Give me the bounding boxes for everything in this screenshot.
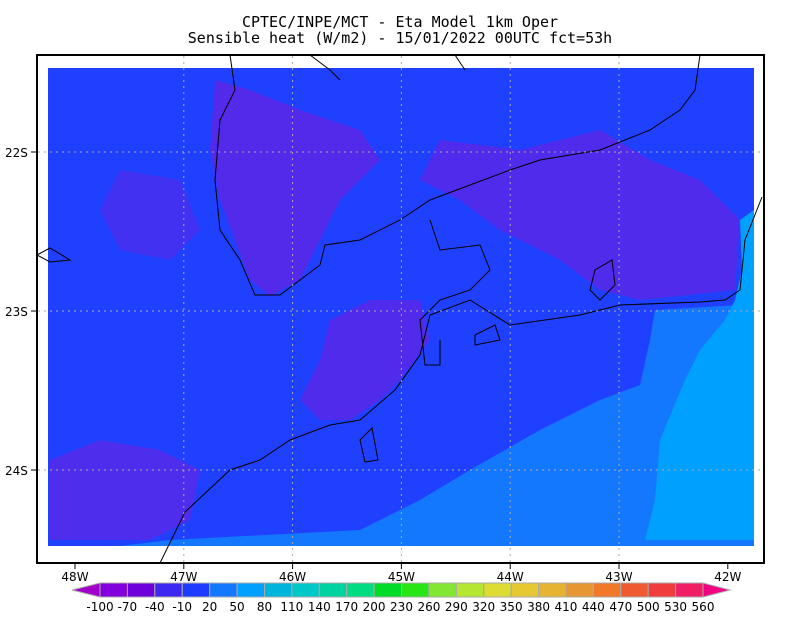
colorbar-box — [154, 582, 183, 598]
colorbar-box — [373, 582, 403, 598]
colorbar-box — [538, 582, 567, 598]
lat-label: 22S — [5, 146, 28, 160]
colorbar-label: 380 — [527, 600, 550, 614]
colorbar-label: -40 — [145, 600, 165, 614]
colorbar-label: 410 — [555, 600, 578, 614]
colorbar-label: 140 — [308, 600, 331, 614]
colorbar-label: 290 — [445, 600, 468, 614]
colorbar-box — [346, 582, 375, 598]
lon-label: 46W — [279, 570, 306, 584]
colorbar-box — [291, 582, 320, 598]
colorbar-box — [318, 582, 348, 598]
colorbar-label: 80 — [257, 600, 272, 614]
colorbar: -100 -70 -40 -10 20 50 80 110 140 170 200 230 260 290… — [71, 582, 732, 614]
colorbar-box — [428, 582, 457, 598]
colorbar-box — [483, 582, 512, 598]
colorbar-label: 230 — [390, 600, 413, 614]
ocean-band-far — [645, 210, 754, 540]
colorbar-box — [263, 582, 293, 598]
colorbar-label: -10 — [172, 600, 192, 614]
colorbar-label: -100 — [86, 600, 113, 614]
title-line-2: Sensible heat (W/m2) - 15/01/2022 00UTC … — [187, 29, 613, 47]
lon-label: 43W — [605, 570, 632, 584]
colorbar-high-triangle — [702, 582, 732, 598]
low-flux-area — [50, 440, 200, 540]
colorbar-label: 260 — [417, 600, 440, 614]
colorbar-box — [181, 582, 211, 598]
colorbar-label: 560 — [692, 600, 715, 614]
low-flux-area — [300, 300, 430, 420]
title-line-1: CPTEC/INPE/MCT - Eta Model 1km Oper — [241, 13, 559, 31]
colorbar-label: 110 — [280, 600, 303, 614]
colorbar-label: 170 — [335, 600, 358, 614]
colorbar-label: 530 — [664, 600, 687, 614]
colorbar-box — [455, 582, 485, 598]
colorbar-label: 440 — [582, 600, 605, 614]
colorbar-label: 470 — [609, 600, 632, 614]
lon-label: 45W — [388, 570, 415, 584]
coastline — [35, 54, 763, 564]
low-flux-area — [420, 130, 740, 300]
colorbar-box — [126, 582, 156, 598]
colorbar-label: 350 — [500, 600, 523, 614]
colorbar-label: 20 — [202, 600, 217, 614]
lon-label: 44W — [497, 570, 524, 584]
lon-label: 42W — [714, 570, 741, 584]
map-field — [48, 68, 754, 546]
colorbar-box — [647, 582, 677, 598]
colorbar-label: -70 — [118, 600, 138, 614]
ocean-band-near — [120, 300, 754, 546]
axis-ticks: 48W 47W 46W 45W 44W 43W 42W 22S 23S 24S — [5, 146, 741, 584]
colorbar-label: 200 — [363, 600, 386, 614]
map-frame — [36, 54, 765, 564]
low-flux-area — [100, 170, 200, 260]
colorbar-label: 50 — [229, 600, 244, 614]
colorbar-box — [401, 582, 430, 598]
colorbar-box — [99, 582, 128, 598]
colorbar-box — [565, 582, 594, 598]
lon-label: 48W — [61, 570, 88, 584]
colorbar-low-triangle — [71, 582, 101, 598]
grid-lines — [38, 56, 763, 562]
lat-label: 23S — [5, 305, 28, 319]
colorbar-box — [510, 582, 540, 598]
colorbar-label: 500 — [637, 600, 660, 614]
low-flux-area — [210, 80, 380, 296]
lon-label: 47W — [170, 570, 197, 584]
colorbar-box — [675, 582, 704, 598]
colorbar-box — [592, 582, 622, 598]
colorbar-box — [236, 582, 265, 598]
colorbar-label: 320 — [472, 600, 495, 614]
colorbar-box — [620, 582, 649, 598]
colorbar-box — [209, 582, 238, 598]
lat-label: 24S — [5, 464, 28, 478]
